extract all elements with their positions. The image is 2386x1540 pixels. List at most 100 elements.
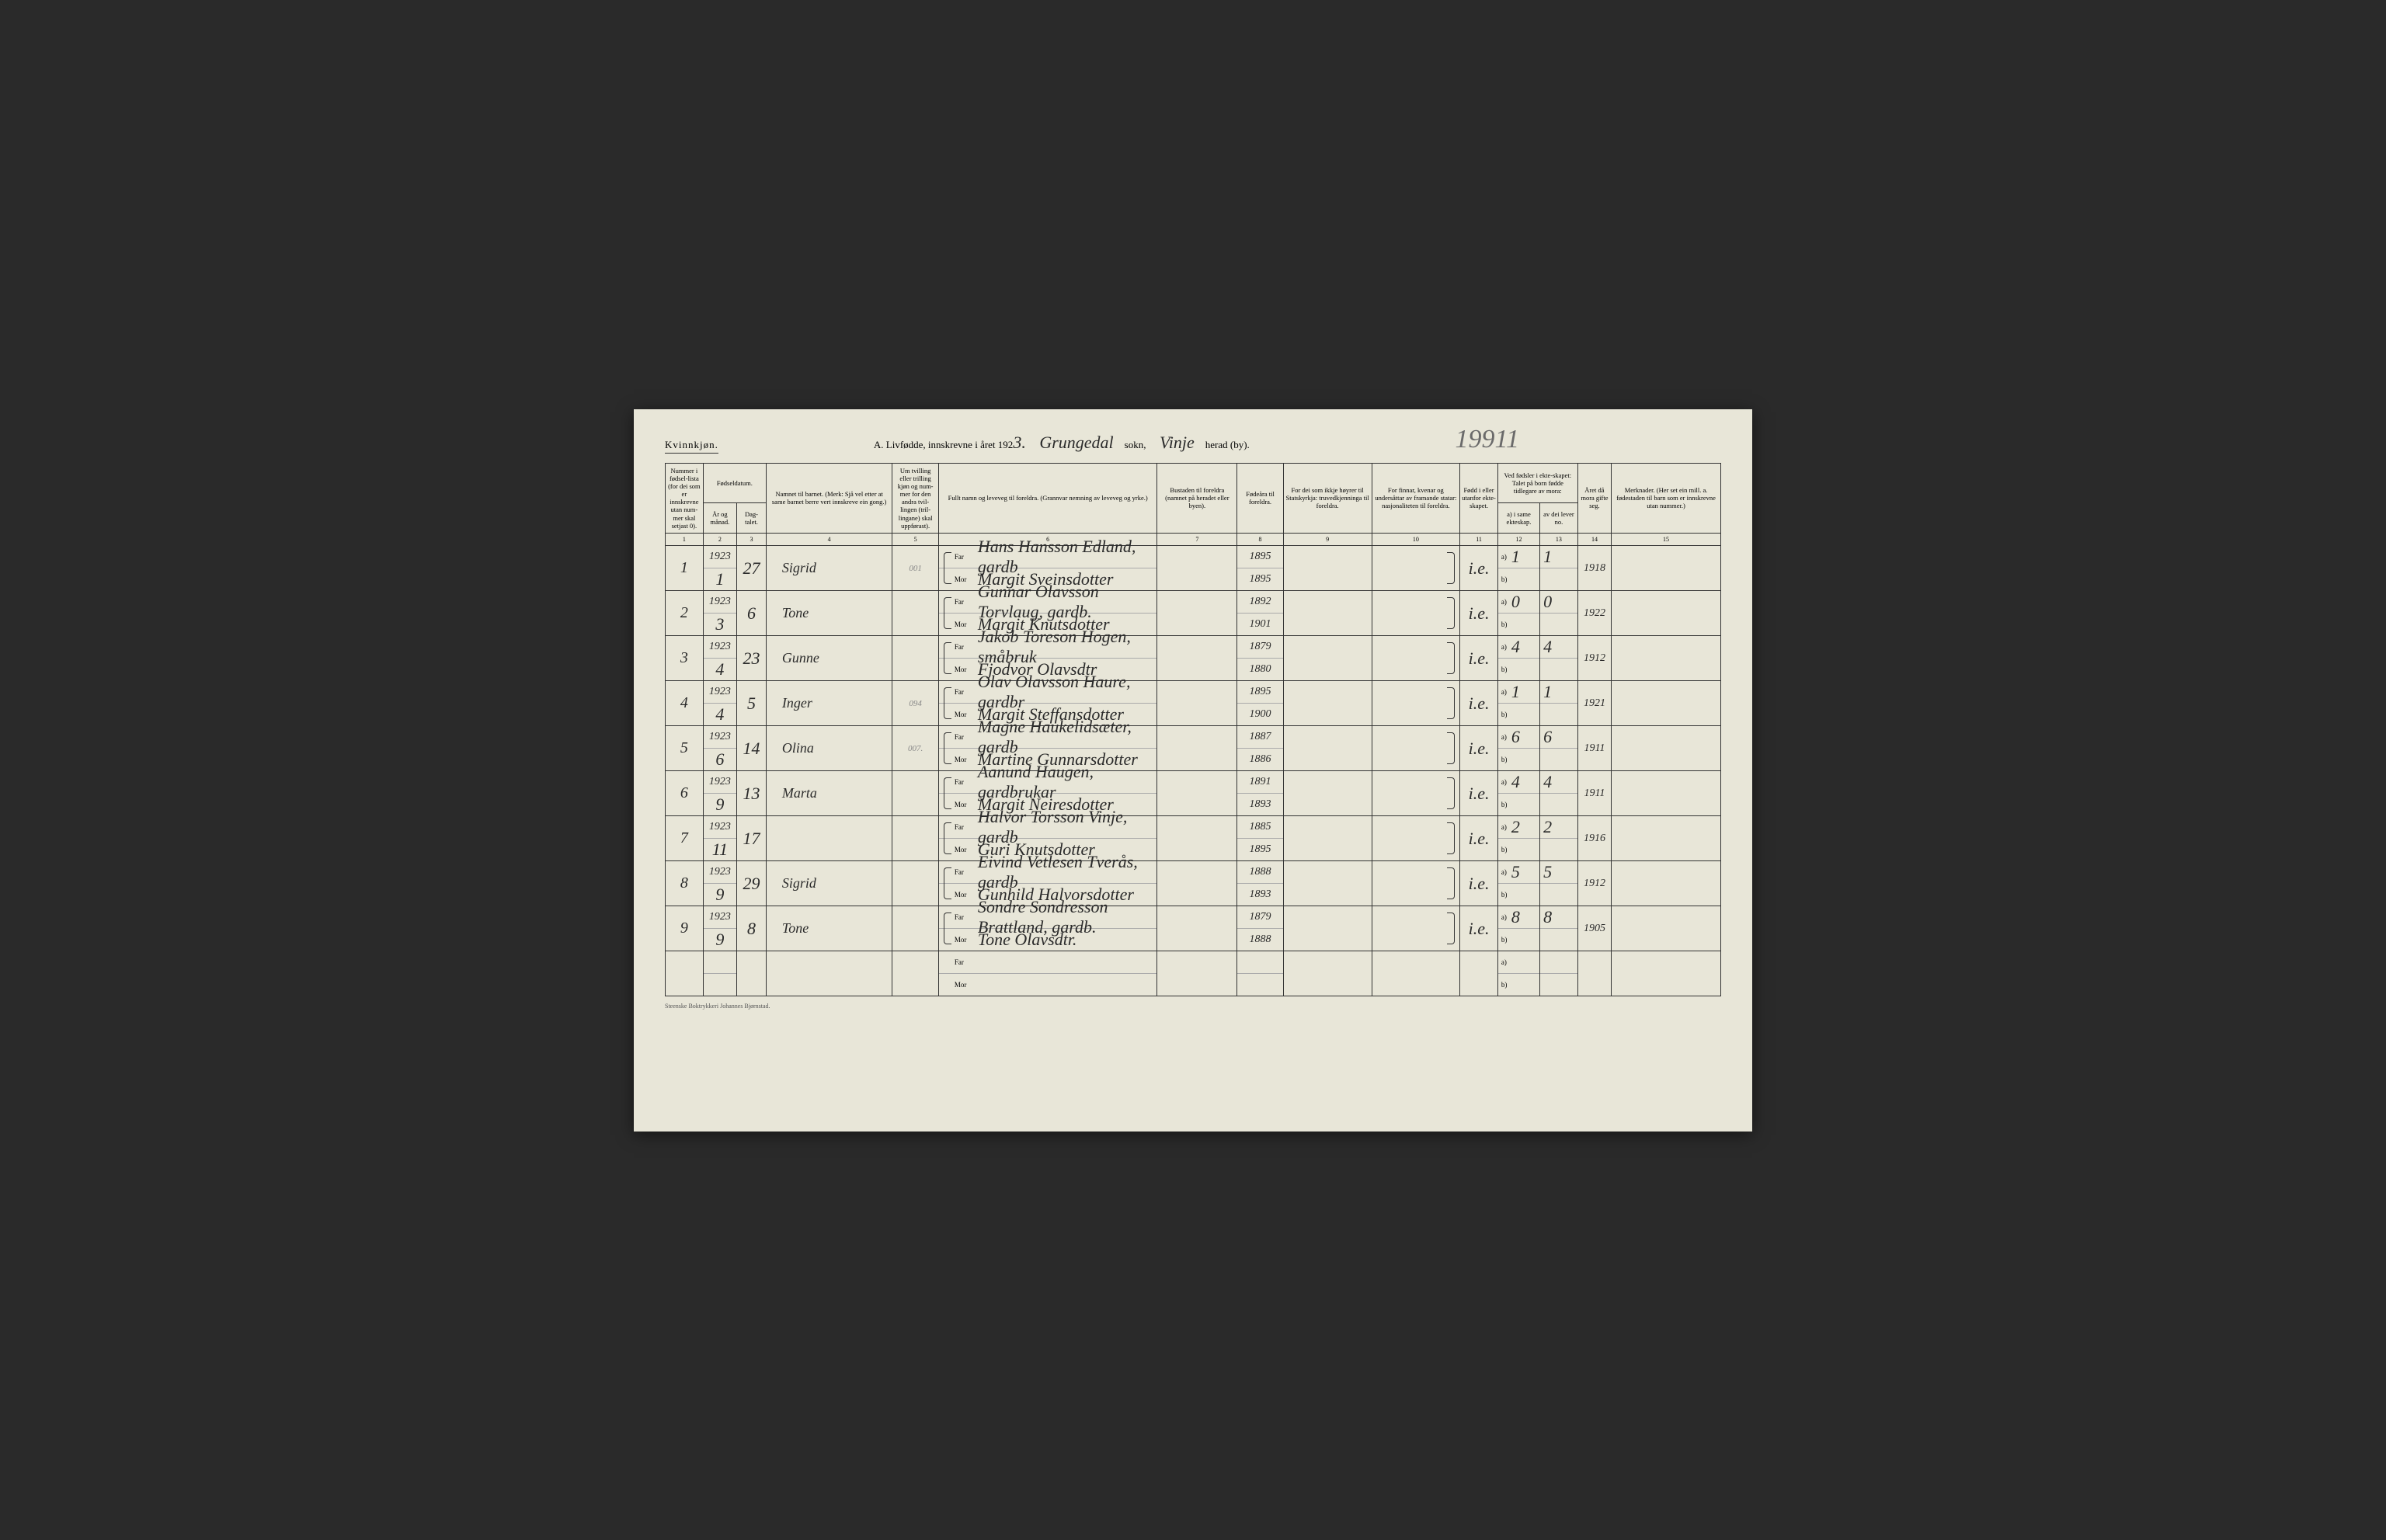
table-row: 2 1923 3 6 Tone Far Gunnar Olavsson Torv… (666, 591, 1721, 636)
children-a-cell: a)5 b) (1497, 861, 1539, 906)
children-a-cell: a) b) (1497, 951, 1539, 996)
marriage-year: 1911 (1577, 771, 1611, 816)
residence-cell (1157, 906, 1237, 951)
children-a-cell: a)8 b) (1497, 906, 1539, 951)
residence-cell (1157, 726, 1237, 771)
page-number: 19911 (1456, 425, 1519, 454)
residence-cell (1157, 681, 1237, 726)
a-label: a) (1501, 823, 1507, 831)
mor-label: Mor (955, 666, 972, 673)
parent-birth-years: 1892 1901 (1237, 591, 1284, 636)
col-2b-header: Dag-talet. (737, 503, 767, 534)
year-month-cell (703, 951, 736, 996)
parent-birth-years: 1891 1893 (1237, 771, 1284, 816)
entry-month (704, 974, 736, 996)
remarks-cell (1612, 771, 1721, 816)
col-2a-header: År og månad. (703, 503, 736, 534)
children-living-cell: 2 (1540, 816, 1578, 861)
far-label: Far (955, 688, 972, 696)
mother-year: 1893 (1237, 884, 1283, 906)
children-a-cell: a)1 b) (1497, 546, 1539, 591)
religion-cell (1283, 906, 1372, 951)
twin-cell (892, 861, 939, 906)
father-year: 1879 (1237, 637, 1283, 659)
table-row: 7 1923 11 17 Far Halvor Torsson Vinje, g… (666, 816, 1721, 861)
col-8-header: Fødeåra til foreldra. (1237, 463, 1284, 534)
a2-value: 4 (1543, 637, 1552, 657)
mother-year: 1893 (1237, 794, 1283, 815)
col-12a-header: a) i same ekteskap. (1497, 503, 1539, 534)
residence-cell (1157, 546, 1237, 591)
entry-month: 9 (704, 794, 736, 815)
religion-cell (1283, 951, 1372, 996)
mother-year: 1880 (1237, 659, 1283, 680)
coln-15: 15 (1612, 534, 1721, 546)
entry-number (666, 951, 704, 996)
brace-icon (1447, 642, 1455, 674)
day-cell (737, 951, 767, 996)
b-label: b) (1501, 801, 1508, 808)
coln-3: 3 (737, 534, 767, 546)
marriage-year: 1911 (1577, 726, 1611, 771)
remarks-cell (1612, 591, 1721, 636)
day-cell: 27 (737, 546, 767, 591)
day-cell: 23 (737, 636, 767, 681)
entry-number: 8 (666, 861, 704, 906)
brace-icon (1447, 822, 1455, 854)
coln-7: 7 (1157, 534, 1237, 546)
entry-month: 4 (704, 659, 736, 680)
a-value: 0 (1511, 592, 1520, 612)
residence-cell (1157, 816, 1237, 861)
remarks-cell (1612, 861, 1721, 906)
marriage-year: 1921 (1577, 681, 1611, 726)
parent-birth-years: 1888 1893 (1237, 861, 1284, 906)
entry-year: 1923 (704, 817, 736, 839)
title-block: A. Livfødde, innskrevne i året 1923. Gru… (734, 433, 1721, 453)
father-year: 1895 (1237, 547, 1283, 568)
b-label: b) (1501, 575, 1508, 583)
col-14-header: Året då mora gifte seg. (1577, 463, 1611, 534)
father-year: 1891 (1237, 772, 1283, 794)
a2-value: 1 (1543, 682, 1552, 702)
children-a-cell: a)2 b) (1497, 816, 1539, 861)
header-line: Kvinnkjøn. A. Livfødde, innskrevne i åre… (665, 433, 1721, 454)
wedlock-cell (1460, 951, 1498, 996)
children-living-cell: 8 (1540, 906, 1578, 951)
mor-label: Mor (955, 756, 972, 763)
brace-icon (1447, 867, 1455, 899)
col-11-header: Fødd i eller utanfor ekte-skapet. (1460, 463, 1498, 534)
year-month-cell: 1923 6 (703, 726, 736, 771)
marriage-year: 1905 (1577, 906, 1611, 951)
ledger-page: 19911 Kvinnkjøn. A. Livfødde, innskrevne… (634, 409, 1752, 1132)
coln-8: 8 (1237, 534, 1284, 546)
nationality-cell (1372, 591, 1460, 636)
a-value: 5 (1511, 862, 1520, 882)
twin-cell (892, 816, 939, 861)
entry-year (704, 952, 736, 974)
child-name: Gunne (766, 636, 892, 681)
marriage-year: 1922 (1577, 591, 1611, 636)
title-prefix: A. Livfødde, innskrevne i året 192 (874, 439, 1013, 450)
twin-cell: 007. (892, 726, 939, 771)
marriage-year: 1918 (1577, 546, 1611, 591)
b-label: b) (1501, 756, 1508, 763)
remarks-cell (1612, 681, 1721, 726)
twin-cell (892, 771, 939, 816)
coln-11: 11 (1460, 534, 1498, 546)
b-label: b) (1501, 891, 1508, 899)
religion-cell (1283, 771, 1372, 816)
mother-year: 1895 (1237, 568, 1283, 590)
child-name: Marta (766, 771, 892, 816)
entry-year: 1923 (704, 547, 736, 568)
coln-10: 10 (1372, 534, 1460, 546)
table-row: 8 1923 9 29 Sigrid Far Eivind Vetlesen T… (666, 861, 1721, 906)
parents-cell: Far Sondre Sondresson Brattland, gardb. … (938, 906, 1157, 951)
religion-cell (1283, 681, 1372, 726)
entry-number: 9 (666, 906, 704, 951)
year-month-cell: 1923 4 (703, 681, 736, 726)
bracket-icon (944, 552, 951, 584)
a-label: a) (1501, 733, 1507, 741)
marriage-year: 1912 (1577, 636, 1611, 681)
entry-number: 6 (666, 771, 704, 816)
children-living-cell (1540, 951, 1578, 996)
